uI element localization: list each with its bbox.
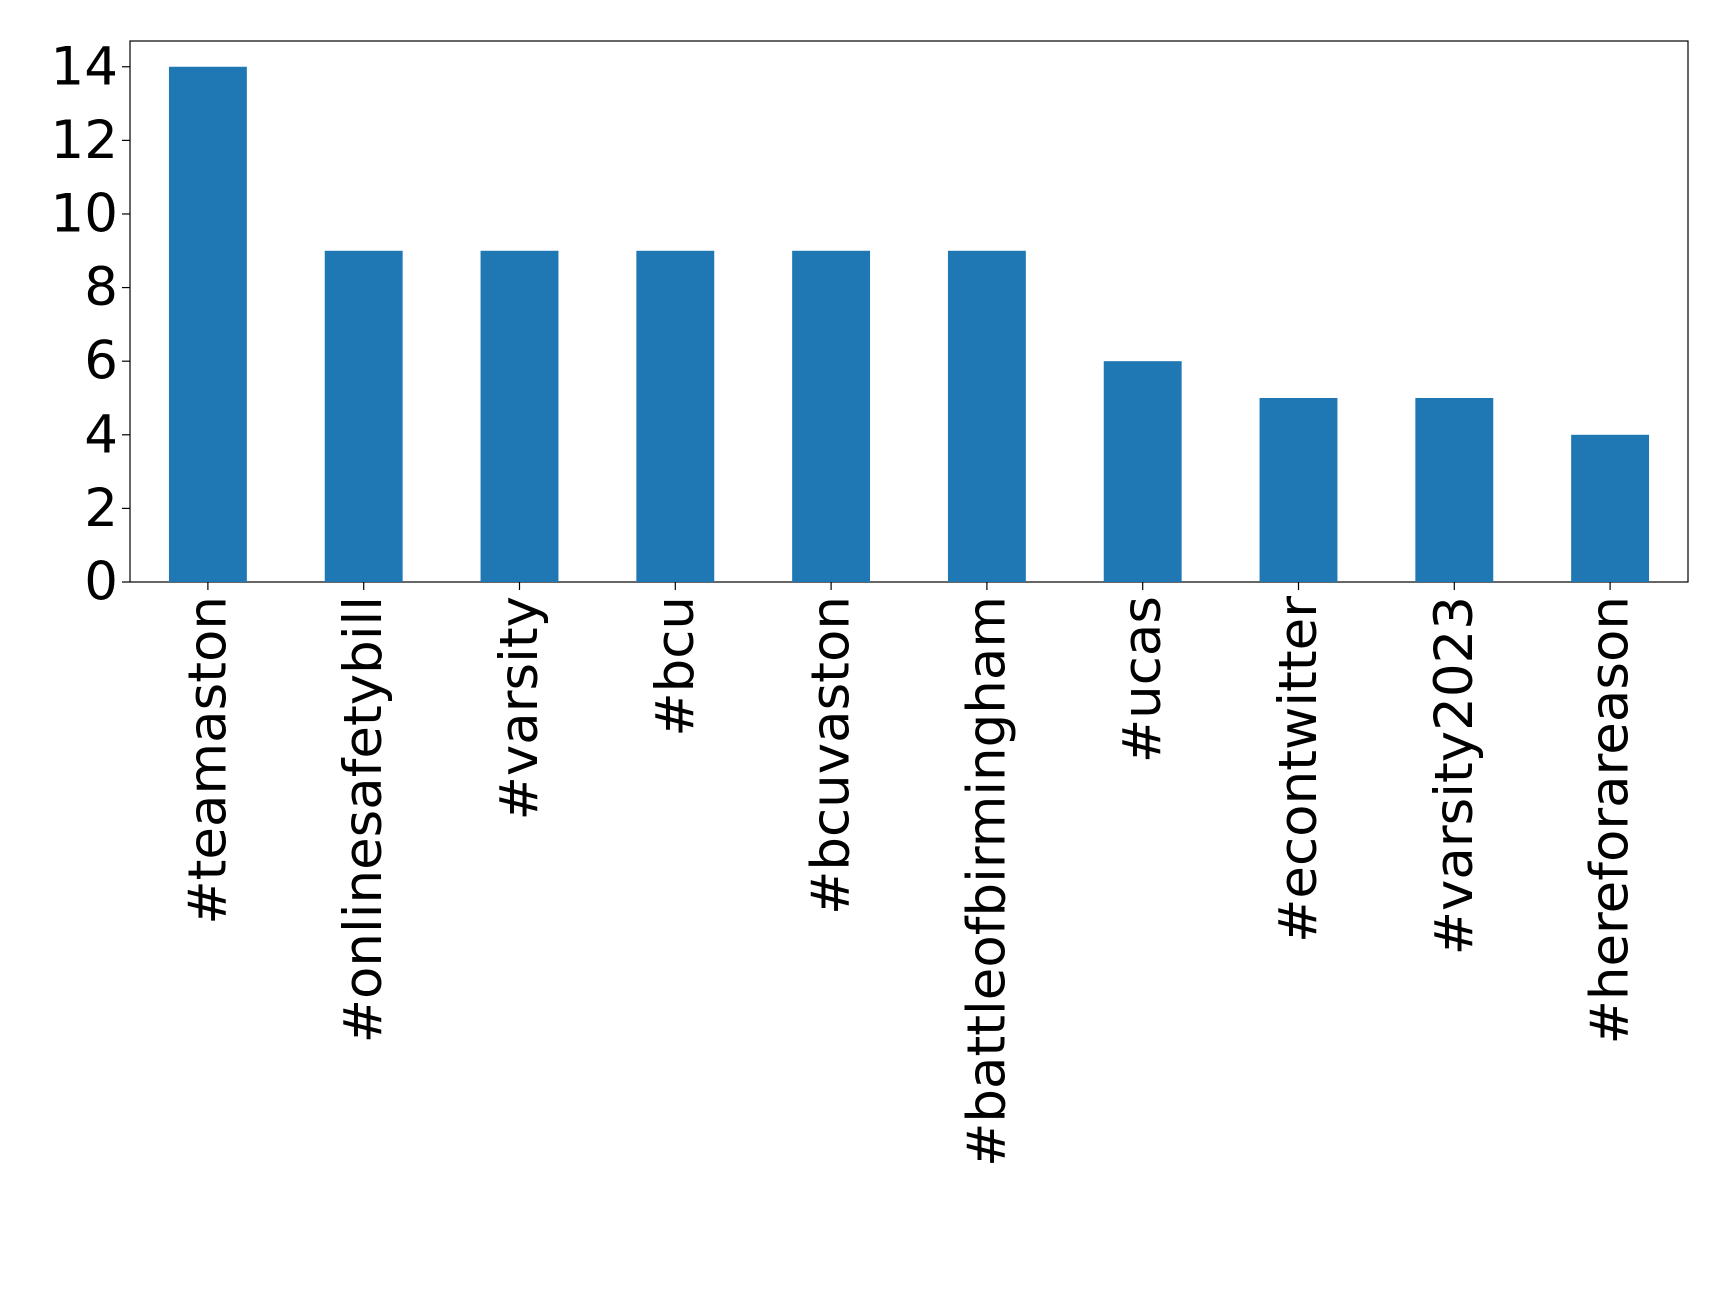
y-tick-label: 4 <box>84 404 118 465</box>
x-tick-label: #varsity <box>489 596 550 821</box>
y-tick-label: 10 <box>51 183 118 244</box>
y-tick-label: 2 <box>84 478 118 539</box>
x-tick-label: #hereforareason <box>1580 596 1641 1045</box>
bar <box>168 66 247 582</box>
x-tick-label: #ucas <box>1112 596 1173 763</box>
y-tick-label: 14 <box>51 36 118 97</box>
x-tick-label: #battleofbirmingham <box>956 596 1017 1167</box>
x-tick-label: #bcu <box>645 596 706 737</box>
x-tick-label: #teamaston <box>177 596 238 925</box>
x-tick-label: #varsity2023 <box>1424 596 1485 955</box>
x-tick-label: #bcuvaston <box>801 596 862 915</box>
bar <box>324 250 403 582</box>
bar <box>636 250 715 582</box>
bar <box>792 250 871 582</box>
y-tick-label: 8 <box>84 257 118 318</box>
bar <box>1259 397 1338 582</box>
bar <box>480 250 559 582</box>
bar <box>1571 434 1650 582</box>
bar <box>947 250 1026 582</box>
x-tick-label: #onlinesafetybill <box>333 596 394 1043</box>
plot-frame <box>129 40 1689 583</box>
bar <box>1103 361 1182 582</box>
x-tick-label: #econtwitter <box>1268 596 1329 943</box>
y-tick-label: 0 <box>84 552 118 613</box>
bar <box>1415 397 1494 582</box>
y-tick-label: 6 <box>84 331 118 392</box>
y-tick-label: 12 <box>51 110 118 171</box>
